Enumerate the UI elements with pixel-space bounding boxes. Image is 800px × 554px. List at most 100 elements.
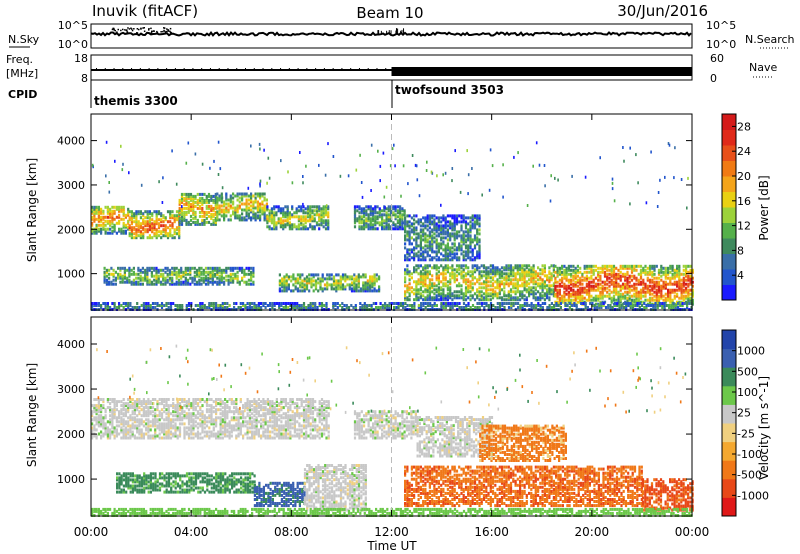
- data-cell: [218, 274, 221, 278]
- data-cell: [503, 294, 506, 298]
- data-cell: [469, 306, 472, 309]
- data-cell: [473, 214, 477, 218]
- data-cell: [444, 296, 447, 300]
- data-cell: [480, 298, 483, 302]
- data-cell: [449, 290, 452, 294]
- data-cell: [363, 306, 366, 309]
- data-cell: [297, 205, 300, 209]
- data-cell: [648, 292, 652, 296]
- data-cell: [437, 290, 440, 294]
- data-cell: [198, 206, 202, 210]
- data-cell: [537, 274, 540, 278]
- data-cell: [106, 231, 109, 235]
- data-cell: [624, 264, 627, 268]
- data-cell: [404, 226, 407, 230]
- data-cell: [440, 230, 443, 234]
- data-cell: [341, 287, 345, 291]
- data-cell: [419, 276, 422, 280]
- data-cell: [505, 266, 508, 270]
- data-cell: [673, 270, 676, 274]
- data-cell: [404, 222, 407, 226]
- data-cell: [442, 248, 445, 252]
- data-cell: [366, 287, 369, 291]
- data-cell: [97, 302, 100, 305]
- data-cell: [301, 289, 304, 293]
- data-cell: [364, 289, 367, 293]
- data-cell: [471, 216, 474, 220]
- data-cell: [232, 272, 235, 276]
- data-cell: [548, 276, 551, 280]
- data-cell: [189, 194, 193, 198]
- data-cell: [247, 282, 250, 286]
- data-cell: [667, 276, 670, 280]
- data-cell: [503, 282, 506, 286]
- data-cell: [182, 282, 185, 286]
- data-cell: [655, 288, 658, 292]
- data-cell: [558, 270, 561, 274]
- data-cell: [320, 223, 323, 227]
- data-cell: [422, 298, 425, 302]
- data-cell: [309, 215, 312, 219]
- data-cell: [528, 292, 531, 296]
- data-cell: [335, 285, 338, 289]
- data-cell: [673, 268, 676, 272]
- data-cell: [419, 280, 422, 284]
- data-cell: [180, 220, 184, 224]
- data-cell: [207, 192, 211, 196]
- data-cell: [428, 220, 431, 224]
- data-cell: [362, 289, 365, 293]
- data-cell: [444, 278, 447, 282]
- data-cell: [184, 278, 187, 282]
- data-cell: [404, 234, 407, 238]
- data-cell: [455, 246, 459, 250]
- data-cell: [633, 288, 636, 292]
- data-cell: [404, 272, 407, 276]
- data-cell: [637, 292, 640, 296]
- data-cell: [93, 209, 96, 213]
- data-cell: [471, 272, 474, 276]
- data-cell: [422, 266, 425, 270]
- data-cell: [639, 294, 643, 298]
- data-cell: [496, 266, 499, 270]
- data-cell: [446, 286, 449, 290]
- data-cell: [462, 298, 465, 302]
- data-cell: [467, 284, 470, 288]
- data-cell: [435, 240, 438, 244]
- data-cell: [563, 270, 566, 274]
- data-cell: [604, 306, 608, 309]
- data-cell: [100, 430, 103, 434]
- data-cell: [655, 276, 658, 280]
- data-cell: [326, 283, 329, 287]
- data-sparse-point: [299, 151, 301, 154]
- data-cell: [408, 258, 411, 262]
- data-cell: [469, 270, 472, 274]
- data-cell: [685, 278, 688, 282]
- data-cell: [419, 264, 422, 268]
- data-cell: [617, 268, 620, 272]
- data-cell: [639, 292, 643, 296]
- data-cell: [516, 296, 519, 300]
- data-cell: [309, 205, 312, 209]
- data-cell: [442, 254, 445, 258]
- data-cell: [570, 292, 573, 296]
- data-cell: [669, 266, 672, 270]
- data-cell: [164, 224, 167, 228]
- data-cell: [413, 248, 416, 252]
- data-cell: [363, 227, 366, 231]
- data-cell: [221, 306, 224, 309]
- data-cell: [312, 289, 315, 293]
- data-cell: [168, 270, 172, 274]
- data-cell: [532, 268, 535, 272]
- data-cell: [155, 230, 158, 234]
- data-cell: [212, 200, 215, 204]
- nsearch-point: [169, 31, 172, 33]
- data-cell: [269, 302, 272, 305]
- data-cell: [426, 296, 429, 300]
- data-cell: [95, 205, 98, 209]
- data-cell: [296, 289, 299, 293]
- data-cell: [91, 209, 94, 213]
- data-cell: [210, 196, 213, 200]
- data-cell: [189, 214, 193, 218]
- data-cell: [413, 230, 416, 234]
- data-cell: [283, 281, 286, 285]
